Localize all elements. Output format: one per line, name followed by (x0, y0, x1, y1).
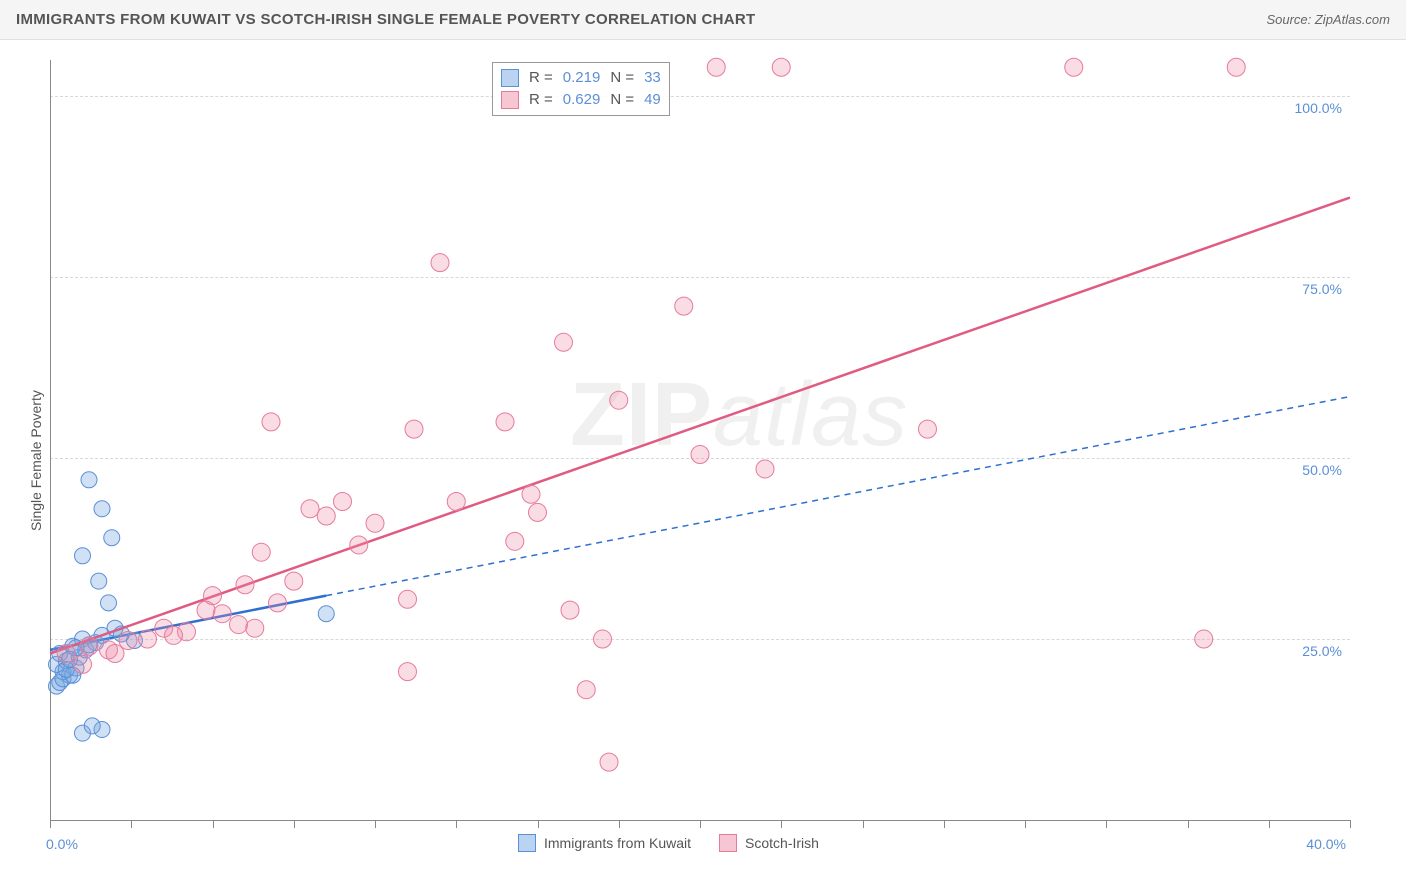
data-point (707, 58, 725, 76)
x-tick (944, 820, 945, 828)
x-tick (1106, 820, 1107, 828)
data-point (577, 681, 595, 699)
x-tick (375, 820, 376, 828)
legend-label: Immigrants from Kuwait (544, 835, 691, 851)
chart-header: IMMIGRANTS FROM KUWAIT VS SCOTCH-IRISH S… (0, 0, 1406, 40)
data-point (317, 507, 335, 525)
x-tick (213, 820, 214, 828)
n-value: 49 (644, 89, 661, 111)
data-point (756, 460, 774, 478)
legend-swatch (501, 69, 519, 87)
data-point (675, 297, 693, 315)
source-attribution: Source: ZipAtlas.com (1266, 12, 1390, 27)
legend-swatch (719, 834, 737, 852)
r-value: 0.219 (563, 67, 601, 89)
data-point (350, 536, 368, 554)
data-point (91, 573, 107, 589)
x-tick (1269, 820, 1270, 828)
x-tick (1350, 820, 1351, 828)
r-value: 0.629 (563, 89, 601, 111)
legend-swatch (518, 834, 536, 852)
series-legend: Immigrants from Kuwait Scotch-Irish (518, 834, 819, 852)
source-prefix: Source: (1266, 12, 1314, 27)
data-point (561, 601, 579, 619)
data-point (506, 532, 524, 550)
x-tick (538, 820, 539, 828)
data-point (1065, 58, 1083, 76)
x-tick (294, 820, 295, 828)
data-point (600, 753, 618, 771)
data-point (522, 485, 540, 503)
x-tick-label: 0.0% (46, 836, 78, 852)
data-point (772, 58, 790, 76)
data-point (399, 663, 417, 681)
data-point (246, 619, 264, 637)
data-point (405, 420, 423, 438)
data-point (81, 472, 97, 488)
x-tick (863, 820, 864, 828)
data-point (496, 413, 514, 431)
data-point (334, 493, 352, 511)
n-value: 33 (644, 67, 661, 89)
data-point (252, 543, 270, 561)
data-point (555, 333, 573, 351)
trend-line-extrapolated (326, 397, 1350, 596)
data-point (84, 718, 100, 734)
data-point (74, 655, 92, 673)
data-point (204, 587, 222, 605)
data-point (57, 645, 75, 663)
data-point (80, 637, 98, 655)
data-point (165, 626, 183, 644)
data-point (919, 420, 937, 438)
data-point (594, 630, 612, 648)
y-axis-label: Single Female Poverty (28, 390, 44, 531)
correlation-legend: R =0.219N =33R =0.629N =49 (492, 62, 670, 116)
data-point (366, 514, 384, 532)
x-tick (700, 820, 701, 828)
x-tick (781, 820, 782, 828)
x-tick (131, 820, 132, 828)
data-point (104, 530, 120, 546)
chart-title: IMMIGRANTS FROM KUWAIT VS SCOTCH-IRISH S… (16, 11, 756, 28)
legend-item: Scotch-Irish (719, 834, 819, 852)
data-point (318, 606, 334, 622)
x-tick (619, 820, 620, 828)
data-point (529, 503, 547, 521)
data-point (447, 493, 465, 511)
data-point (301, 500, 319, 518)
data-point (213, 605, 231, 623)
data-point (691, 445, 709, 463)
data-point (262, 413, 280, 431)
x-tick (50, 820, 51, 828)
data-point (75, 548, 91, 564)
legend-item: Immigrants from Kuwait (518, 834, 691, 852)
data-point (431, 254, 449, 272)
legend-row: R =0.629N =49 (501, 89, 661, 111)
data-point (1227, 58, 1245, 76)
data-point (269, 594, 287, 612)
scatter-layer (50, 60, 1350, 820)
legend-swatch (501, 91, 519, 109)
x-tick (456, 820, 457, 828)
x-tick (1188, 820, 1189, 828)
plot-area: 25.0%50.0%75.0%100.0%0.0%40.0%Single Fem… (50, 60, 1350, 820)
data-point (610, 391, 628, 409)
x-tick-label: 40.0% (1306, 836, 1346, 852)
x-tick (1025, 820, 1026, 828)
legend-label: Scotch-Irish (745, 835, 819, 851)
data-point (106, 645, 124, 663)
data-point (94, 501, 110, 517)
data-point (399, 590, 417, 608)
data-point (1195, 630, 1213, 648)
data-point (285, 572, 303, 590)
data-point (139, 630, 157, 648)
data-point (101, 595, 117, 611)
data-point (230, 616, 248, 634)
source-name: ZipAtlas.com (1315, 12, 1390, 27)
legend-row: R =0.219N =33 (501, 67, 661, 89)
data-point (236, 576, 254, 594)
